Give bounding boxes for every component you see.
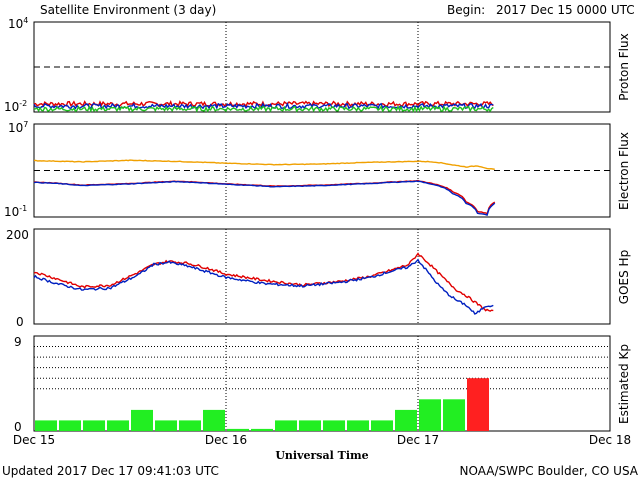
kp-bar-5 (155, 420, 177, 431)
estimated-kp-ylabel: Estimated Kp (617, 344, 631, 424)
proton-flux-ylabel: Proton Flux (617, 33, 631, 100)
kp-bar-12 (323, 420, 345, 431)
goes-hp-panel (33, 228, 611, 325)
kp-ytick-bottom: 0 (14, 420, 22, 434)
electron-series-0 (33, 159, 495, 170)
chart-title: Satellite Environment (3 day) (40, 3, 216, 17)
x-axis-title: Universal Time (275, 449, 368, 462)
begin-value: 2017 Dec 15 0000 UTC (496, 3, 635, 17)
xtick-dec16: Dec 16 (205, 433, 247, 447)
credit-text: NOAA/SWPC Boulder, CO USA (460, 464, 639, 478)
proton-ytick-top: 104 (8, 16, 28, 31)
kp-bar-11 (299, 420, 321, 431)
kp-bar-2 (83, 420, 105, 431)
xtick-dec17: Dec 17 (397, 433, 439, 447)
kp-bar-13 (347, 420, 369, 431)
kp-bar-9 (251, 428, 273, 431)
hp-ytick-bottom: 0 (16, 315, 24, 329)
chart-marks (33, 22, 610, 431)
kp-ytick-top: 9 (14, 335, 22, 349)
electron-series-2 (33, 180, 496, 216)
kp-bar-3 (107, 420, 129, 431)
kp-bar-10 (275, 420, 297, 431)
hp-series-0 (33, 252, 494, 312)
electron-ytick-bottom: 10-1 (4, 204, 27, 219)
kp-bar-0 (35, 420, 57, 431)
proton-series-1 (33, 101, 494, 110)
goes-hp-ylabel: GOES Hp (617, 250, 631, 304)
kp-bar-8 (227, 428, 249, 431)
proton-flux-panel (33, 21, 611, 113)
kp-bar-18 (467, 378, 489, 431)
electron-flux-panel (33, 123, 611, 218)
estimated-kp-panel (33, 335, 611, 432)
kp-bar-16 (419, 399, 441, 431)
begin-label: Begin: (447, 3, 485, 17)
updated-timestamp: Updated 2017 Dec 17 09:41:03 UTC (2, 464, 219, 478)
proton-ytick-bottom: 10-2 (4, 99, 27, 114)
kp-bar-4 (131, 409, 153, 431)
electron-flux-ylabel: Electron Flux (617, 132, 631, 210)
xtick-dec15: Dec 15 (13, 433, 55, 447)
kp-bar-6 (179, 420, 201, 431)
kp-bar-14 (371, 420, 393, 431)
kp-bar-7 (203, 409, 225, 431)
hp-ytick-top: 200 (6, 228, 29, 242)
electron-ytick-top: 107 (8, 120, 28, 135)
proton-series-0 (33, 99, 494, 108)
xtick-dec18: Dec 18 (589, 433, 631, 447)
hp-series-1 (33, 258, 494, 315)
kp-bar-17 (443, 399, 465, 431)
proton-series-2 (33, 104, 494, 113)
kp-bar-1 (59, 420, 81, 431)
kp-bar-15 (395, 409, 417, 431)
